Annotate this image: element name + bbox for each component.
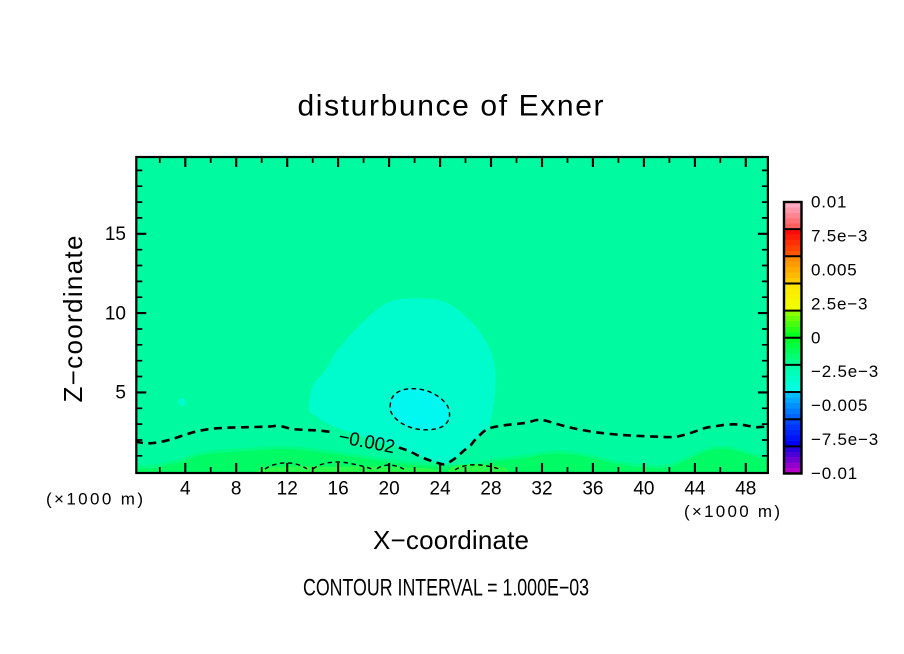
svg-text:disturbunce of Exner: disturbunce of Exner [298,89,604,122]
svg-text:16: 16 [328,479,349,500]
svg-text:(×1000 m): (×1000 m) [46,489,143,508]
svg-text:−2.5e−3: −2.5e−3 [811,362,879,381]
svg-text:12: 12 [277,479,298,500]
svg-text:(×1000 m): (×1000 m) [684,502,780,521]
svg-text:48: 48 [735,479,756,500]
svg-text:44: 44 [684,479,706,500]
svg-text:−0.01: −0.01 [811,464,858,483]
svg-text:X−coordinate: X−coordinate [373,525,529,555]
svg-text:0.01: 0.01 [811,193,847,212]
svg-text:7.5e−3: 7.5e−3 [811,227,868,246]
svg-text:15: 15 [105,224,126,245]
svg-text:24: 24 [430,479,452,500]
svg-text:36: 36 [582,479,603,500]
svg-text:32: 32 [531,479,552,500]
svg-text:8: 8 [231,479,242,500]
svg-text:40: 40 [633,479,654,500]
svg-text:CONTOUR INTERVAL = 1.000E−03: CONTOUR INTERVAL = 1.000E−03 [303,575,589,602]
svg-text:4: 4 [180,479,191,500]
svg-text:2.5e−3: 2.5e−3 [811,294,868,313]
svg-text:−0.005: −0.005 [811,396,868,415]
svg-text:10: 10 [105,303,126,324]
svg-text:20: 20 [379,479,400,500]
svg-text:−7.5e−3: −7.5e−3 [811,430,879,449]
svg-text:28: 28 [480,479,501,500]
svg-text:0: 0 [811,328,821,347]
svg-text:0.005: 0.005 [811,261,858,280]
svg-text:5: 5 [115,383,126,404]
svg-text:Z−coordinate: Z−coordinate [58,236,88,403]
